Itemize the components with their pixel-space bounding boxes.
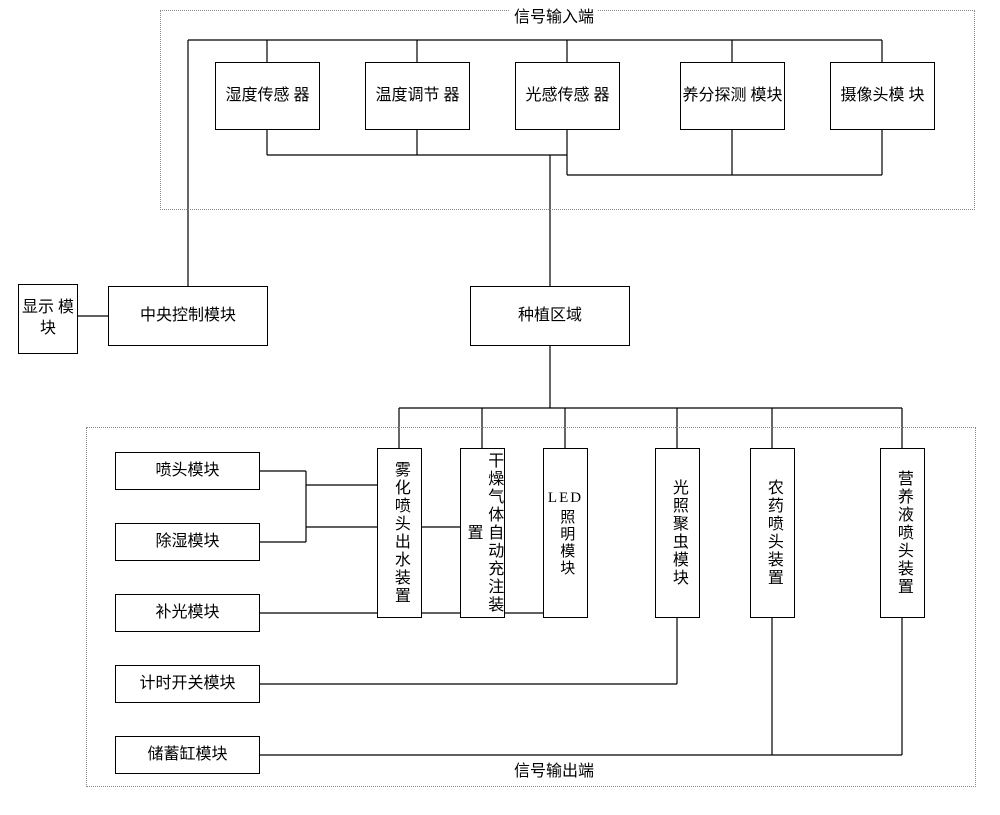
light-supplement-node: 补光模块: [115, 594, 260, 632]
atomizer-sprayer-node: 雾化喷头出水装置: [377, 448, 422, 618]
humidity-sensor-node: 湿度传感 器: [215, 62, 320, 130]
nutrient-sprayer-node: 营养液喷头装置: [880, 448, 925, 618]
signal-input-label: 信号输入端: [510, 3, 598, 27]
planting-area-node: 种植区域: [470, 286, 630, 346]
storage-tank-node: 储蓄缸模块: [115, 736, 260, 774]
led-lighting-node: LED照明模块: [543, 448, 588, 618]
led-lighting-suffix: 照明模块: [556, 509, 576, 577]
sprayer-module-node: 喷头模块: [115, 452, 260, 490]
timer-switch-node: 计时开关模块: [115, 665, 260, 703]
temp-regulator-node: 温度调节 器: [365, 62, 470, 130]
pesticide-sprayer-node: 农药喷头装置: [750, 448, 795, 618]
nutrient-detect-node: 养分探测 模块: [680, 62, 785, 130]
central-control-node: 中央控制模块: [108, 286, 268, 346]
camera-module-node: 摄像头模 块: [830, 62, 935, 130]
signal-output-label: 信号输出端: [510, 757, 598, 781]
light-insect-trap-node: 光照聚虫模块: [655, 448, 700, 618]
display-module-node: 显示 模块: [18, 284, 78, 354]
dry-gas-injector-node: 干燥气体自动充注装置: [460, 448, 505, 618]
diagram-root: 信号输入端 信号输出端 湿度传感 器 温度调节 器 光感传感 器 养分探测 模块…: [0, 0, 1000, 815]
dehumid-module-node: 除湿模块: [115, 523, 260, 561]
light-sensor-node: 光感传感 器: [515, 62, 620, 130]
